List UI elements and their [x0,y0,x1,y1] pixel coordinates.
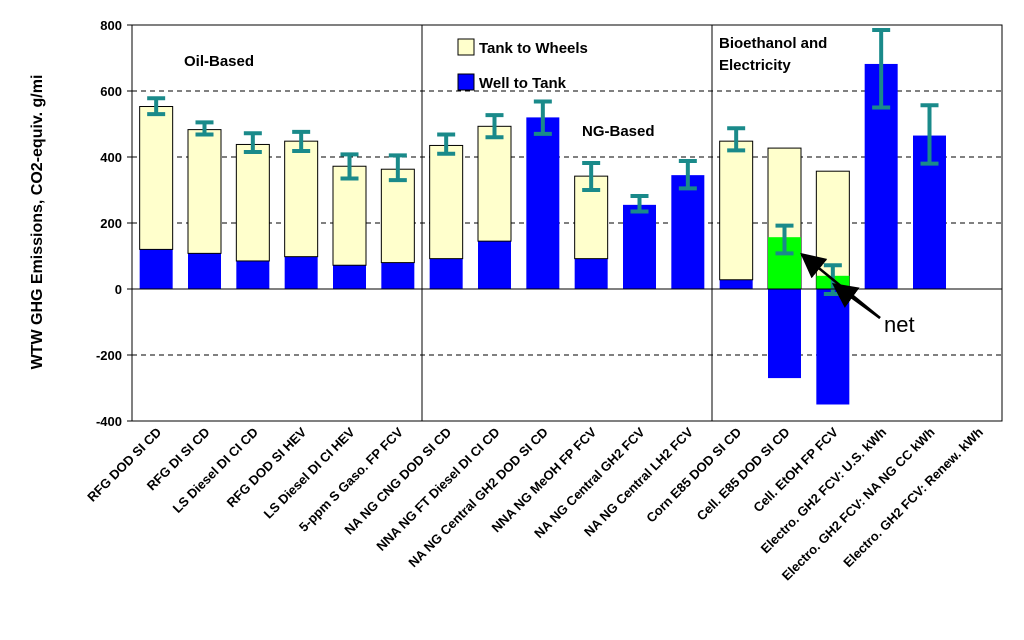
y-tick-label-0: 0 [115,282,122,297]
bar-well-to-tank-0 [139,249,173,289]
gridlines [132,90,1002,356]
bar-well-to-tank-8 [526,117,560,290]
bar-tank-to-wheels-4 [332,165,367,266]
y-tick-label--200: -200 [96,348,122,363]
error-bars [147,27,939,296]
bar-well-to-tank-12 [719,279,753,289]
bar-well-to-tank-14 [816,289,850,405]
bar-well-to-tank-7 [478,241,511,289]
legend-label-well-to-tank: Well to Tank [479,75,567,92]
bar-well-to-tank-3 [284,256,318,289]
bar-well-to-tank-1 [188,253,221,289]
legend-swatch-well-to-tank [457,73,475,91]
bar-well-to-tank-11 [671,175,705,289]
x-category-label-13: Cell. E85 DOD SI CD [694,425,793,524]
y-tick-label--400: -400 [96,414,122,429]
group-label-oil: Oil-Based [184,53,254,70]
x-category-label-2: LS Diesel DI CI CD [170,425,261,516]
y-tick-label-200: 200 [100,216,122,231]
legend-label-tank-to-wheels: Tank to Wheels [479,40,588,57]
bar-tank-to-wheels-5 [380,168,415,264]
bar-well-to-tank-5 [381,262,415,289]
group-label-bio-elec: Bioethanol and Electricity [719,35,832,74]
bar-well-to-tank-10 [623,204,656,289]
bar-tank-to-wheels-0 [139,106,174,250]
bar-tank-to-wheels-1 [187,129,222,254]
bar-tank-to-wheels-3 [284,140,319,258]
net-label: net [884,312,915,337]
x-category-label-14: Cell. EtOH FP FCV [750,424,841,515]
bar-tank-to-wheels-7 [477,125,512,242]
bar-tank-to-wheels-6 [429,144,464,260]
bar-tank-to-wheels-2 [235,143,270,262]
y-tick-labels: -400 -200 0 200 400 600 800 [96,18,122,429]
bar-well-to-tank-13 [768,289,801,379]
x-category-label-4: LS Diesel DI CI HEV [261,424,358,521]
bars [139,63,946,405]
net-annotation: net [800,252,915,337]
bar-well-to-tank-2 [236,260,270,289]
y-axis-label: WTW GHG Emissions, CO2-equiv. g/mi [29,75,46,370]
legend: Tank to Wheels Well to Tank [457,38,588,92]
y-tick-label-600: 600 [100,84,122,99]
bar-tank-to-wheels-12 [719,140,754,281]
legend-swatch-tank-to-wheels [457,38,475,56]
y-tick-label-400: 400 [100,150,122,165]
y-tick-label-800: 800 [100,18,122,33]
bar-well-to-tank-4 [333,265,366,289]
bar-well-to-tank-6 [429,258,463,289]
x-category-label-12: Corn E85 DOD SI CD [643,425,744,526]
net-arrow-2 [831,283,881,320]
bar-well-to-tank-9 [574,258,608,289]
group-label-ng: NG-Based [582,123,655,140]
